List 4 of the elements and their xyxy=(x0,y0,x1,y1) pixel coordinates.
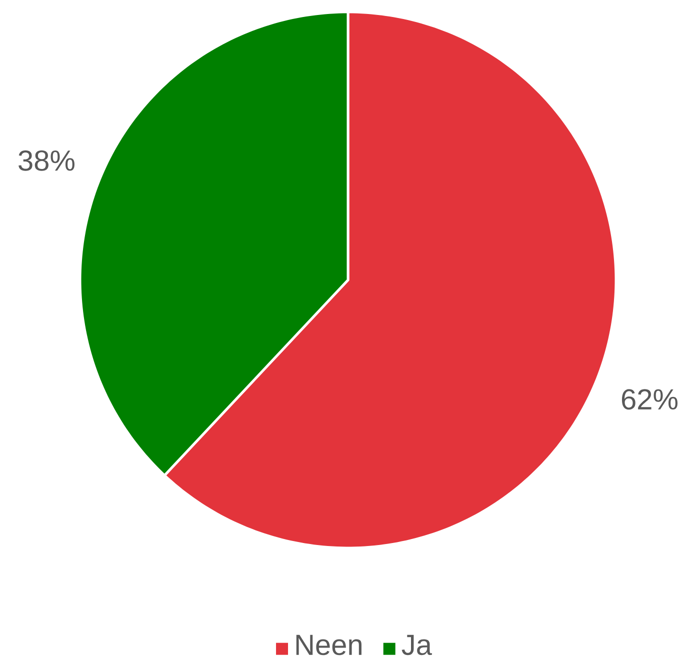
data-label: 38% xyxy=(18,150,74,171)
legend-label: Ja xyxy=(402,634,432,656)
legend-label: Neen xyxy=(296,634,362,656)
data-label: 62% xyxy=(622,389,678,410)
